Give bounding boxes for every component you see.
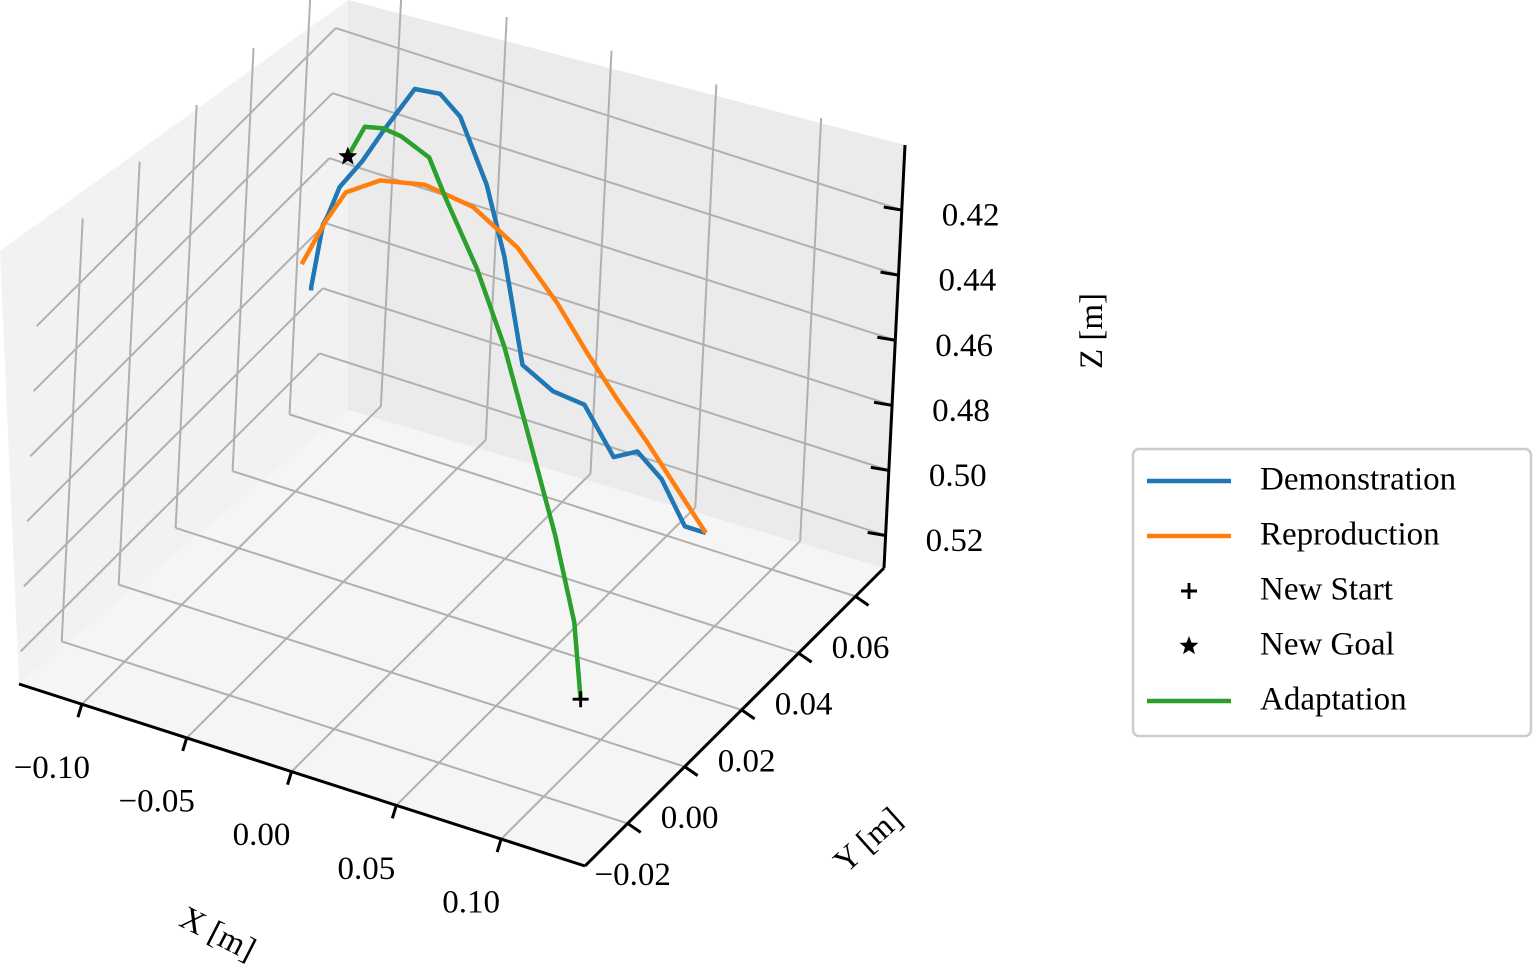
x-tick-label: 0.05	[337, 851, 395, 887]
pane-left	[0, 0, 348, 684]
legend-label: Adaptation	[1260, 682, 1407, 718]
grid-y-left	[60, 218, 84, 642]
grid-x-floor	[500, 540, 801, 840]
axis-panes	[0, 0, 905, 684]
z-tick-label: 0.46	[935, 328, 993, 364]
legend-item-new-goal: New Goal	[1179, 627, 1395, 663]
x-tick-mark	[76, 703, 84, 718]
grid-z-back	[319, 352, 886, 537]
y-tick-mark	[626, 822, 642, 834]
grid-y-floor	[118, 583, 685, 768]
y-tick-mark	[740, 708, 756, 721]
grid-z-left	[29, 157, 331, 457]
x-tick-label: −0.05	[119, 784, 195, 820]
x-tick-label: 0.00	[233, 817, 291, 853]
z-tick-label: 0.50	[929, 458, 987, 494]
grid-y-left	[117, 161, 141, 585]
legend-label: New Start	[1260, 572, 1393, 608]
grid-y-floor	[232, 470, 799, 655]
y-tick-label: −0.02	[595, 857, 671, 893]
grid-z-left	[23, 287, 324, 588]
y-tick-label: 0.00	[661, 800, 719, 836]
grid-x-back	[379, 0, 403, 407]
axis-ticks: −0.10 −0.05 0.00 0.05 0.10 −0.02 0.00 0.02 0.04 0…	[14, 198, 1000, 921]
grid-z-back	[332, 92, 899, 277]
z-tick-label: 0.42	[942, 198, 1000, 234]
x-axis-title: X [m]	[174, 900, 261, 968]
z-tick-mark	[867, 530, 886, 537]
grid-z-back	[329, 157, 896, 342]
grid-y-left	[288, 0, 312, 415]
z-tick-mark	[877, 335, 896, 342]
y-tick-mark	[683, 765, 699, 777]
z-tick-label: 0.52	[926, 523, 984, 559]
z-axis-title: Z [m]	[1074, 293, 1110, 369]
y-tick-label: 0.02	[718, 743, 776, 779]
x-tick-label: −0.10	[14, 750, 90, 786]
x-tick-label: 0.10	[442, 885, 500, 921]
x-tick-mark	[390, 804, 398, 819]
grid-x-back	[799, 117, 823, 542]
z-tick-label: 0.44	[939, 263, 997, 299]
z-tick-mark	[873, 400, 893, 407]
y-tick-label: 0.04	[775, 687, 833, 723]
z-axis-line	[882, 144, 907, 569]
legend-item-adaptation: Adaptation	[1147, 682, 1407, 718]
legend-label: Reproduction	[1260, 517, 1440, 553]
grid-y-left	[174, 104, 198, 528]
x-tick-mark	[181, 737, 189, 752]
z-tick-label: 0.48	[932, 393, 990, 429]
series-line-reproduction	[299, 178, 708, 535]
marker-new-start	[572, 691, 589, 708]
grid-z-left	[26, 222, 327, 523]
x-tick-mark	[495, 838, 503, 853]
grid-z-left	[32, 92, 334, 392]
legend-item-demonstration: Demonstration	[1147, 462, 1456, 498]
legend-label: New Goal	[1260, 627, 1395, 663]
legend-swatch	[1181, 583, 1198, 599]
x-tick-mark	[286, 771, 293, 786]
grid-z-left	[19, 352, 321, 653]
grid-z-back	[335, 27, 903, 212]
y-tick-label: 0.06	[832, 630, 890, 666]
legend: Demonstration Reproduction New Start New Go…	[1131, 447, 1533, 738]
series-line-adaptation	[345, 124, 583, 700]
grid-y-left	[231, 48, 255, 472]
grid-z-back	[325, 222, 893, 407]
grid-x-back	[694, 84, 718, 508]
grid-y-floor	[61, 640, 629, 825]
grid-x-floor	[185, 439, 487, 739]
axis-lines	[18, 144, 907, 868]
grid-x-floor	[81, 405, 382, 705]
y-axis-line	[583, 566, 886, 868]
legend-swatch	[1179, 636, 1199, 655]
grid-y-floor	[289, 413, 856, 598]
x-axis-line	[18, 682, 586, 868]
z-tick-mark	[870, 465, 890, 472]
series-line-demonstration	[308, 86, 707, 536]
grid-z-left	[36, 27, 337, 327]
legend-item-new-start: New Start	[1181, 572, 1393, 608]
grid-lines	[19, 0, 903, 840]
y-tick-mark	[797, 651, 813, 664]
legend-label: Demonstration	[1260, 462, 1456, 498]
grid-x-floor	[395, 506, 697, 807]
legend-frame	[1131, 447, 1533, 738]
y-axis-title: Y [m]	[827, 801, 909, 880]
y-tick-mark	[854, 595, 870, 607]
grid-x-back	[589, 50, 613, 474]
z-tick-mark	[883, 205, 903, 212]
legend-item-reproduction: Reproduction	[1147, 517, 1440, 553]
series-layer	[299, 86, 708, 708]
grid-y-floor	[175, 526, 742, 711]
marker-new-goal	[338, 146, 358, 165]
grid-x-floor	[290, 472, 592, 773]
z-tick-mark	[880, 270, 899, 277]
